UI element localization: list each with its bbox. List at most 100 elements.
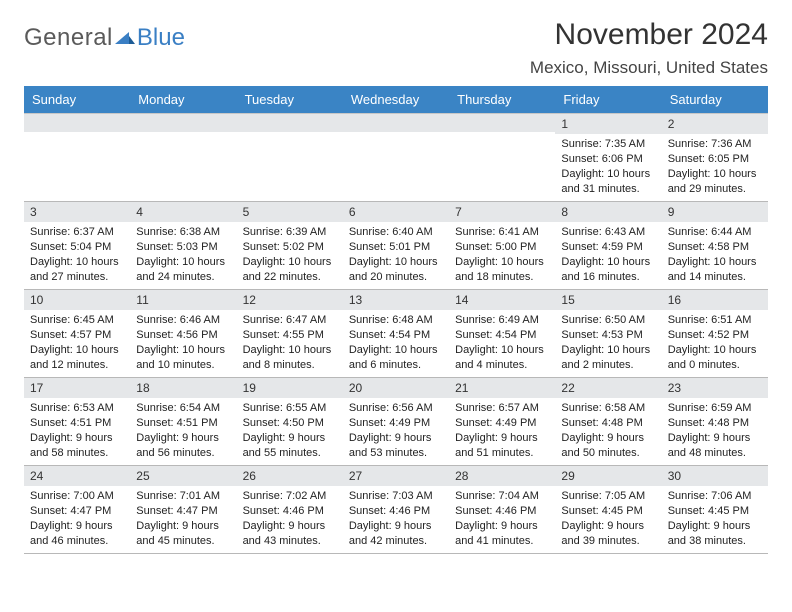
- day-dl1: Daylight: 10 hours: [561, 167, 655, 182]
- day-dl2: and 10 minutes.: [136, 358, 230, 373]
- day-content: Sunrise: 6:45 AMSunset: 4:57 PMDaylight:…: [24, 310, 130, 376]
- day-dl1: Daylight: 10 hours: [349, 255, 443, 270]
- day-content: Sunrise: 6:48 AMSunset: 4:54 PMDaylight:…: [343, 310, 449, 376]
- day-dl1: Daylight: 10 hours: [349, 343, 443, 358]
- day-number: 9: [662, 202, 768, 222]
- day-dl2: and 45 minutes.: [136, 534, 230, 549]
- day-dl2: and 22 minutes.: [243, 270, 337, 285]
- day-dl1: Daylight: 9 hours: [243, 431, 337, 446]
- day-dl1: Daylight: 9 hours: [668, 431, 762, 446]
- day-sr: Sunrise: 7:02 AM: [243, 489, 337, 504]
- day-dl2: and 14 minutes.: [668, 270, 762, 285]
- calendar-day-cell: 17Sunrise: 6:53 AMSunset: 4:51 PMDayligh…: [24, 378, 130, 466]
- day-content: Sunrise: 6:37 AMSunset: 5:04 PMDaylight:…: [24, 222, 130, 288]
- day-sr: Sunrise: 6:55 AM: [243, 401, 337, 416]
- logo-text-blue: Blue: [137, 24, 185, 52]
- day-sr: Sunrise: 6:44 AM: [668, 225, 762, 240]
- day-dl2: and 55 minutes.: [243, 446, 337, 461]
- calendar-day-cell: [237, 114, 343, 202]
- day-sr: Sunrise: 6:50 AM: [561, 313, 655, 328]
- day-content: Sunrise: 6:49 AMSunset: 4:54 PMDaylight:…: [449, 310, 555, 376]
- day-number: 30: [662, 466, 768, 486]
- calendar-day-cell: 19Sunrise: 6:55 AMSunset: 4:50 PMDayligh…: [237, 378, 343, 466]
- day-dl2: and 16 minutes.: [561, 270, 655, 285]
- day-dl1: Daylight: 9 hours: [349, 519, 443, 534]
- calendar-day-cell: 16Sunrise: 6:51 AMSunset: 4:52 PMDayligh…: [662, 290, 768, 378]
- day-dl1: Daylight: 10 hours: [668, 167, 762, 182]
- location-label: Mexico, Missouri, United States: [530, 58, 768, 78]
- day-number: 5: [237, 202, 343, 222]
- day-dl2: and 46 minutes.: [30, 534, 124, 549]
- logo: General Blue: [24, 24, 185, 52]
- day-sr: Sunrise: 7:01 AM: [136, 489, 230, 504]
- day-sr: Sunrise: 6:45 AM: [30, 313, 124, 328]
- calendar-day-cell: 8Sunrise: 6:43 AMSunset: 4:59 PMDaylight…: [555, 202, 661, 290]
- day-dl1: Daylight: 10 hours: [136, 343, 230, 358]
- day-dl1: Daylight: 9 hours: [455, 431, 549, 446]
- day-content: Sunrise: 7:36 AMSunset: 6:05 PMDaylight:…: [662, 134, 768, 200]
- day-content: Sunrise: 6:50 AMSunset: 4:53 PMDaylight:…: [555, 310, 661, 376]
- day-dl2: and 50 minutes.: [561, 446, 655, 461]
- day-dl2: and 12 minutes.: [30, 358, 124, 373]
- calendar-day-cell: 20Sunrise: 6:56 AMSunset: 4:49 PMDayligh…: [343, 378, 449, 466]
- calendar-day-cell: 6Sunrise: 6:40 AMSunset: 5:01 PMDaylight…: [343, 202, 449, 290]
- day-dl2: and 18 minutes.: [455, 270, 549, 285]
- day-sr: Sunrise: 7:05 AM: [561, 489, 655, 504]
- calendar-week-row: 10Sunrise: 6:45 AMSunset: 4:57 PMDayligh…: [24, 290, 768, 378]
- day-ss: Sunset: 5:00 PM: [455, 240, 549, 255]
- day-dl2: and 51 minutes.: [455, 446, 549, 461]
- calendar-day-cell: 1Sunrise: 7:35 AMSunset: 6:06 PMDaylight…: [555, 114, 661, 202]
- day-ss: Sunset: 6:05 PM: [668, 152, 762, 167]
- day-ss: Sunset: 4:56 PM: [136, 328, 230, 343]
- calendar-day-cell: 30Sunrise: 7:06 AMSunset: 4:45 PMDayligh…: [662, 466, 768, 554]
- day-dl1: Daylight: 10 hours: [561, 343, 655, 358]
- day-ss: Sunset: 4:58 PM: [668, 240, 762, 255]
- day-content: Sunrise: 6:41 AMSunset: 5:00 PMDaylight:…: [449, 222, 555, 288]
- day-sr: Sunrise: 6:41 AM: [455, 225, 549, 240]
- calendar-day-cell: 13Sunrise: 6:48 AMSunset: 4:54 PMDayligh…: [343, 290, 449, 378]
- day-number: 14: [449, 290, 555, 310]
- day-ss: Sunset: 4:52 PM: [668, 328, 762, 343]
- day-ss: Sunset: 6:06 PM: [561, 152, 655, 167]
- calendar-day-cell: 7Sunrise: 6:41 AMSunset: 5:00 PMDaylight…: [449, 202, 555, 290]
- day-number: 13: [343, 290, 449, 310]
- logo-text-general: General: [24, 24, 113, 52]
- calendar-day-cell: 21Sunrise: 6:57 AMSunset: 4:49 PMDayligh…: [449, 378, 555, 466]
- day-sr: Sunrise: 7:36 AM: [668, 137, 762, 152]
- day-dl1: Daylight: 10 hours: [136, 255, 230, 270]
- day-content: Sunrise: 7:00 AMSunset: 4:47 PMDaylight:…: [24, 486, 130, 552]
- day-content: Sunrise: 6:44 AMSunset: 4:58 PMDaylight:…: [662, 222, 768, 288]
- day-number: 25: [130, 466, 236, 486]
- day-sr: Sunrise: 6:38 AM: [136, 225, 230, 240]
- day-dl1: Daylight: 10 hours: [455, 255, 549, 270]
- day-ss: Sunset: 4:46 PM: [349, 504, 443, 519]
- day-content: Sunrise: 6:56 AMSunset: 4:49 PMDaylight:…: [343, 398, 449, 464]
- day-dl1: Daylight: 9 hours: [30, 519, 124, 534]
- calendar-week-row: 17Sunrise: 6:53 AMSunset: 4:51 PMDayligh…: [24, 378, 768, 466]
- day-sr: Sunrise: 6:58 AM: [561, 401, 655, 416]
- day-number: 21: [449, 378, 555, 398]
- day-ss: Sunset: 4:57 PM: [30, 328, 124, 343]
- day-content: Sunrise: 6:40 AMSunset: 5:01 PMDaylight:…: [343, 222, 449, 288]
- calendar-day-cell: 26Sunrise: 7:02 AMSunset: 4:46 PMDayligh…: [237, 466, 343, 554]
- calendar-day-cell: 3Sunrise: 6:37 AMSunset: 5:04 PMDaylight…: [24, 202, 130, 290]
- weekday-header: Friday: [555, 86, 661, 114]
- day-sr: Sunrise: 7:00 AM: [30, 489, 124, 504]
- day-dl1: Daylight: 9 hours: [561, 431, 655, 446]
- day-dl1: Daylight: 10 hours: [243, 343, 337, 358]
- day-number: 4: [130, 202, 236, 222]
- day-sr: Sunrise: 6:43 AM: [561, 225, 655, 240]
- day-dl2: and 56 minutes.: [136, 446, 230, 461]
- day-content: Sunrise: 6:58 AMSunset: 4:48 PMDaylight:…: [555, 398, 661, 464]
- day-content: Sunrise: 7:05 AMSunset: 4:45 PMDaylight:…: [555, 486, 661, 552]
- day-dl1: Daylight: 10 hours: [30, 343, 124, 358]
- day-sr: Sunrise: 6:39 AM: [243, 225, 337, 240]
- day-ss: Sunset: 4:54 PM: [349, 328, 443, 343]
- day-dl1: Daylight: 9 hours: [668, 519, 762, 534]
- day-number: 22: [555, 378, 661, 398]
- weekday-header: Tuesday: [237, 86, 343, 114]
- day-ss: Sunset: 4:51 PM: [30, 416, 124, 431]
- day-number: 8: [555, 202, 661, 222]
- day-dl2: and 20 minutes.: [349, 270, 443, 285]
- calendar-day-cell: 5Sunrise: 6:39 AMSunset: 5:02 PMDaylight…: [237, 202, 343, 290]
